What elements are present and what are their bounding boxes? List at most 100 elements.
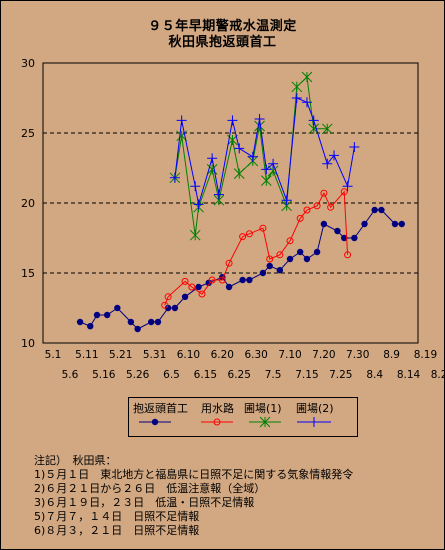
data-point: [147, 318, 155, 326]
series-line-2: [164, 190, 349, 306]
data-point: [171, 304, 179, 312]
x-tick-label: 6.10: [177, 349, 200, 361]
data-point: [320, 189, 328, 197]
y-tick-label: 30: [21, 57, 35, 70]
data-point: [190, 181, 201, 192]
x-tick-label: 5.21: [109, 349, 132, 361]
data-point: [266, 255, 274, 263]
data-point: [349, 142, 360, 152]
data-point: [334, 227, 341, 235]
data-point: [169, 172, 180, 183]
data-point: [245, 230, 253, 238]
x-tick-label: 5.16: [92, 369, 116, 381]
legend-symbols: [139, 416, 331, 428]
data-point: [164, 293, 172, 301]
data-point: [301, 71, 313, 83]
x-tick-label: 6.30: [244, 349, 267, 361]
y-tick-label: 10: [21, 337, 35, 350]
x-tick-label: 7.10: [278, 349, 301, 361]
data-point: [87, 323, 94, 330]
legend: 抱返頭首工 用水路 圃場(1) 圃場(2): [128, 397, 358, 437]
data-point: [303, 206, 311, 214]
data-point: [193, 199, 204, 210]
x-tick-label: 8.4: [366, 369, 383, 381]
data-point: [239, 276, 246, 284]
data-point: [301, 97, 312, 108]
x-tick-label: 8.14: [397, 369, 421, 381]
x-tick-label: 8.9: [383, 349, 400, 361]
data-point: [351, 234, 358, 242]
data-point: [281, 195, 292, 206]
y-tick-label: 15: [21, 267, 35, 280]
x-tick-label: 5.31: [143, 349, 166, 361]
data-point: [260, 175, 272, 186]
data-point: [303, 255, 311, 263]
x-tick-label: 5.6: [62, 369, 79, 381]
note-line: 3)６月１９日，２３日 低温・日照不足情報: [34, 496, 255, 509]
data-point: [246, 276, 253, 284]
data-point: [205, 279, 212, 286]
data-point: [239, 233, 247, 241]
data-point: [225, 259, 233, 267]
x-tick-label: 7.30: [346, 349, 369, 361]
data-point: [266, 262, 273, 270]
data-point: [276, 251, 284, 259]
data-point: [176, 115, 187, 126]
x-tick-label: 7.25: [329, 369, 352, 381]
data-point: [296, 214, 304, 222]
data-point: [206, 164, 218, 175]
legend-symbol-series-1: [139, 418, 171, 426]
x-tick-label: 6.15: [194, 369, 217, 381]
data-point: [154, 318, 162, 326]
data-point: [340, 188, 348, 196]
data-point: [313, 202, 321, 210]
data-point: [329, 150, 340, 161]
legend-symbol-series-4: [297, 417, 331, 427]
chart-subtitle: 秋田県抱返頭首工: [168, 35, 277, 50]
legend-symbol-series-2: [201, 418, 233, 426]
data-point: [195, 283, 202, 291]
data-point: [218, 276, 226, 284]
legend-label-series-3: 圃場(1): [244, 402, 282, 415]
data-point: [188, 283, 196, 291]
y-tick-label: 25: [21, 127, 35, 140]
data-point: [103, 311, 111, 319]
chart-title: ９５年早期警戒水温測定: [148, 19, 297, 34]
data-point: [261, 164, 272, 175]
data-point: [378, 206, 385, 214]
data-point: [320, 220, 328, 228]
data-point: [161, 301, 169, 309]
x-tick-label: 8.19: [414, 349, 437, 361]
data-point: [208, 276, 216, 284]
legend-label-series-4: 圃場(2): [296, 402, 334, 415]
data-point: [225, 283, 233, 291]
data-point: [259, 269, 267, 277]
data-point: [164, 304, 172, 312]
data-point: [342, 181, 353, 192]
data-point: [176, 130, 188, 142]
data-point: [234, 143, 245, 154]
data-point: [344, 251, 352, 259]
data-point: [233, 168, 245, 179]
data-point: [207, 153, 218, 164]
data-point: [313, 248, 321, 256]
note-line: 2)６月２１日から２６日 低温注意報（全域）: [34, 482, 266, 495]
x-tick-label: 7.20: [312, 349, 335, 361]
data-point: [189, 229, 201, 241]
data-point: [327, 203, 335, 211]
data-point: [340, 234, 348, 242]
data-point: [76, 318, 84, 326]
x-tick-label: 6.25: [228, 369, 251, 381]
data-point: [321, 123, 333, 135]
note-heading: 注記） 秋田県：: [34, 454, 117, 467]
data-point: [181, 277, 189, 285]
data-point: [398, 220, 405, 228]
x-tick-label: 6.5: [163, 369, 180, 381]
data-point: [114, 304, 121, 312]
data-point: [296, 248, 304, 256]
data-point: [259, 224, 267, 232]
data-point: [308, 115, 319, 126]
legend-symbol-series-3: [249, 416, 281, 428]
data-point: [291, 81, 303, 93]
data-point: [361, 220, 368, 228]
